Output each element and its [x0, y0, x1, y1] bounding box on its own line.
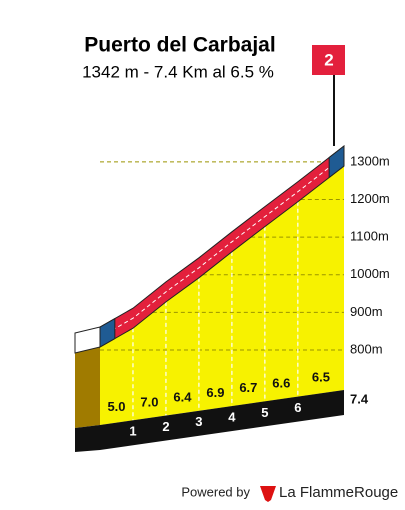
km-label: 2 [162, 419, 169, 434]
road-cap [328, 144, 345, 179]
chart-subtitle: 1342 m - 7.4 Km al 6.5 % [82, 62, 274, 81]
km-label: 7.4 [350, 391, 369, 406]
km-label: 3 [195, 414, 202, 429]
y-tick-label: 1300m [350, 153, 390, 168]
category-label: 2 [324, 50, 333, 69]
km-label: 1 [129, 424, 136, 439]
gradient-label: 6.9 [206, 385, 224, 400]
km-label: 4 [228, 410, 236, 425]
base-band [75, 390, 344, 452]
km-label: 5 [261, 405, 268, 420]
gradient-label: 7.0 [140, 394, 158, 409]
y-tick-label: 1100m [350, 229, 389, 244]
segment [264, 201, 298, 402]
road-center [99, 155, 345, 338]
y-tick-label: 800m [350, 341, 383, 356]
road-face [74, 326, 101, 354]
y-tick-label: 1200m [350, 191, 390, 206]
gradient-label: 5.0 [107, 399, 125, 414]
segment [100, 328, 133, 425]
gradient-label: 6.6 [272, 375, 290, 390]
brand: La FlammeRouge [279, 484, 398, 501]
flag [312, 45, 345, 75]
side-face [75, 347, 100, 428]
gradient-label: 6.4 [173, 390, 192, 405]
km-label: 6 [294, 400, 301, 415]
gradient-label: 6.5 [312, 370, 330, 385]
segment [132, 301, 166, 421]
segment [198, 251, 232, 411]
y-tick-label: 1000m [350, 266, 390, 281]
chart-title: Puerto del Carbajal [84, 34, 275, 57]
logo [260, 486, 276, 502]
powered-by: Powered by [181, 484, 250, 499]
segment [297, 166, 344, 397]
segment [231, 226, 265, 407]
y-tick-label: 900m [350, 304, 383, 319]
gradient-label: 6.7 [239, 380, 257, 395]
